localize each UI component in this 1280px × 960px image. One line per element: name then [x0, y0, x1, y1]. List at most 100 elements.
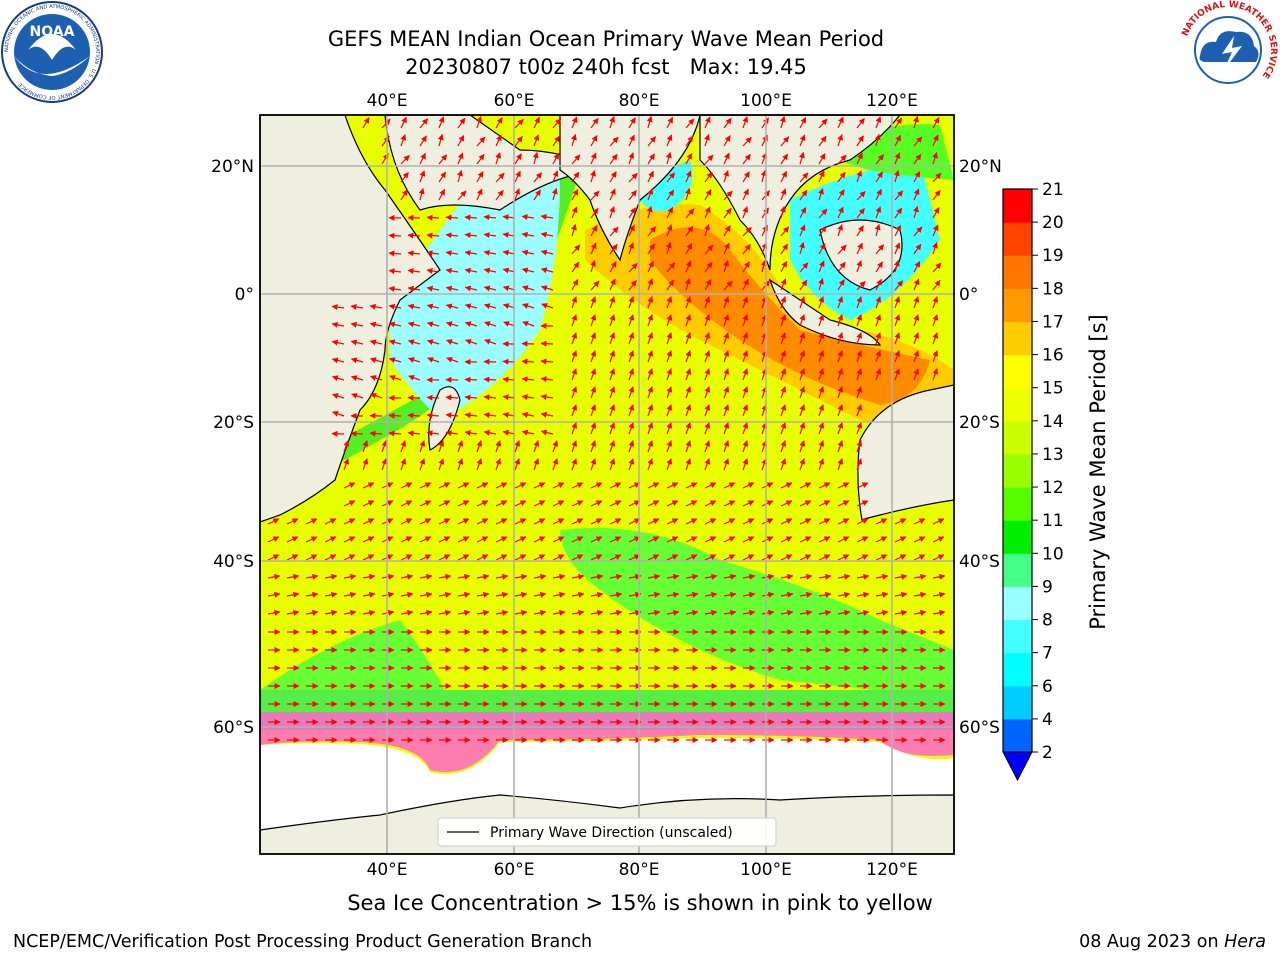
wave-arrow — [628, 117, 636, 129]
wave-arrow — [760, 169, 767, 183]
wave-arrow — [685, 422, 692, 435]
wave-arrow — [445, 232, 459, 239]
wave-arrow — [388, 250, 402, 257]
wave-arrow — [438, 458, 445, 471]
wave-arrow — [495, 152, 501, 165]
wave-arrow — [647, 422, 654, 435]
wave-arrow — [286, 518, 299, 525]
wave-arrow — [742, 171, 750, 183]
wave-arrow — [514, 536, 527, 543]
sumatra-java-land — [768, 278, 882, 346]
wave-arrow — [818, 609, 832, 616]
africa-land — [260, 115, 441, 523]
wave-arrow — [932, 172, 942, 183]
wave-arrow — [381, 609, 395, 616]
wave-arrow — [419, 554, 432, 561]
wave-arrow — [305, 591, 319, 598]
wave-arrow — [723, 368, 730, 381]
wave-arrow — [628, 500, 641, 507]
wave-arrow — [388, 357, 402, 363]
wave-arrow — [628, 280, 637, 291]
wave-arrow — [514, 458, 521, 471]
wave-arrow — [438, 573, 452, 580]
wave-arrow — [532, 151, 539, 165]
wave-arrow — [609, 261, 617, 273]
wave-arrow — [685, 440, 692, 453]
wave-arrow — [438, 536, 451, 543]
wave-arrow — [704, 609, 718, 616]
wave-arrow — [913, 350, 920, 363]
wave-arrow — [818, 135, 827, 147]
wave-arrow — [932, 296, 939, 309]
wave-arrow — [799, 518, 812, 525]
wave-arrow — [874, 133, 881, 147]
wave-arrow — [370, 375, 383, 381]
wave-arrow — [799, 404, 806, 417]
wave-arrow — [723, 242, 730, 255]
wave-arrow — [856, 518, 869, 525]
wave-arrow — [305, 536, 318, 543]
wave-arrow — [742, 573, 756, 580]
wave-arrow — [647, 609, 661, 616]
wave-arrow — [685, 135, 694, 147]
wave-arrow — [388, 339, 402, 346]
wave-arrow — [875, 591, 889, 598]
wave-arrow — [704, 244, 714, 255]
wave-arrow — [666, 262, 676, 273]
wave-arrow — [362, 500, 375, 507]
lon-label: 40°E — [367, 860, 408, 880]
colorbar-tick-label: 2 — [1042, 743, 1053, 763]
wave-arrow — [370, 392, 383, 399]
wave-arrow — [837, 279, 845, 291]
wave-arrow — [476, 116, 482, 129]
wave-arrow — [875, 296, 882, 309]
wave-arrow — [628, 386, 635, 399]
wave-arrow — [381, 591, 395, 598]
wave-arrow — [685, 296, 692, 309]
lat-label: 60°S — [959, 718, 1000, 738]
wave-arrow — [856, 296, 863, 309]
wave-arrow — [571, 350, 578, 363]
colorbar-under-triangle — [1002, 751, 1033, 782]
wave-arrow — [780, 422, 787, 435]
machine-name: Hera — [1224, 932, 1266, 952]
wave-arrow — [571, 422, 578, 435]
wave-arrow — [761, 518, 774, 525]
wave-arrow — [837, 404, 844, 417]
wave-arrow — [723, 422, 730, 435]
wave-arrow — [350, 303, 364, 310]
wave-arrow — [590, 440, 597, 453]
colorbar-tick-label: 19 — [1042, 246, 1064, 266]
lat-label: 40°S — [213, 552, 254, 572]
wave-arrow — [932, 314, 939, 327]
wave-arrow — [742, 518, 755, 525]
wave-arrow — [894, 190, 904, 201]
wave-arrow — [590, 280, 600, 291]
wave-arrow — [381, 118, 391, 129]
wave-arrow — [457, 536, 470, 543]
wave-arrow — [437, 133, 444, 147]
wave-arrow — [552, 458, 559, 471]
wave-arrow — [837, 554, 850, 561]
wave-arrow — [685, 500, 698, 507]
wave-arrow — [856, 500, 869, 507]
wave-arrow — [799, 573, 813, 580]
wave-arrow — [590, 404, 597, 417]
wave-arrow — [464, 267, 478, 274]
wave-arrow — [407, 285, 421, 292]
wave-arrow — [856, 458, 863, 471]
wave-arrow — [932, 350, 939, 363]
wave-arrow — [932, 189, 941, 201]
wave-arrow — [780, 404, 787, 417]
wave-arrow — [932, 134, 939, 147]
wave-arrow — [666, 332, 673, 345]
wave-arrow — [609, 296, 616, 309]
wave-arrow — [780, 518, 793, 525]
lat-label: 40°S — [959, 552, 1000, 572]
wave-arrow — [837, 500, 850, 507]
wave-arrow — [343, 554, 356, 561]
wave-arrow — [685, 518, 698, 525]
australia-land — [857, 384, 954, 521]
wave-arrow — [514, 609, 528, 616]
wave-arrow — [476, 171, 484, 183]
